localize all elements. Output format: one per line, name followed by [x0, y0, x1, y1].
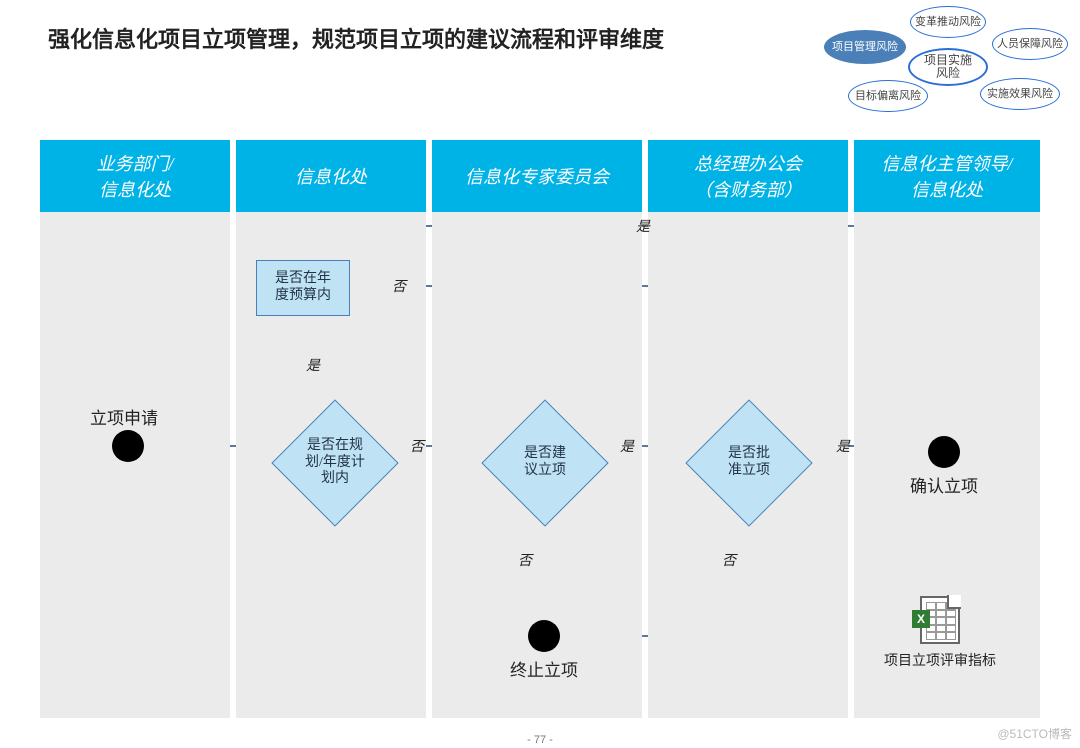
lane-body: [40, 212, 230, 718]
edge-label: 是: [620, 436, 634, 456]
icon-caption: 项目立项评审指标: [880, 650, 1000, 670]
risk-bubble: 项目实施 风险: [908, 48, 988, 86]
swimlane-container: 业务部门/ 信息化处信息化处信息化专家委员会总经理办公会 （含财务部）信息化主管…: [40, 140, 1040, 718]
lane-header: 总经理办公会 （含财务部）: [648, 140, 848, 212]
edge-label: 是: [636, 216, 650, 236]
page-number: - 77 -: [0, 734, 1080, 746]
risk-bubble: 项目管理风险: [824, 30, 906, 64]
decision-node: 是否在年 度预算内: [256, 260, 350, 316]
edge-label: 是: [306, 355, 320, 375]
slide: { "title": "强化信息化项目立项管理，规范项目立项的建议流程和评审维度…: [0, 0, 1080, 748]
edge-label: 否: [518, 550, 532, 570]
lane-header: 信息化主管领导/ 信息化处: [854, 140, 1040, 212]
risk-bubble: 目标偏离风险: [848, 80, 928, 112]
risk-bubble: 变革推动风险: [910, 6, 986, 38]
terminal-node: [528, 620, 560, 652]
start-node: [112, 430, 144, 462]
edge-label: 否: [722, 550, 736, 570]
terminal-label: 确认立项: [910, 472, 978, 497]
terminal-node: [928, 436, 960, 468]
risk-bubble: 人员保障风险: [992, 28, 1068, 60]
start-label: 立项申请: [90, 404, 158, 429]
terminal-label: 终止立项: [510, 656, 578, 681]
edge-label: 是: [836, 436, 850, 456]
slide-title: 强化信息化项目立项管理，规范项目立项的建议流程和评审维度: [48, 22, 800, 57]
lane-header: 信息化专家委员会: [432, 140, 642, 212]
risk-bubble: 实施效果风险: [980, 78, 1060, 110]
lane-header: 信息化处: [236, 140, 426, 212]
lane-header: 业务部门/ 信息化处: [40, 140, 230, 212]
excel-file-icon: X: [920, 596, 960, 644]
watermark: @51CTO博客: [997, 725, 1072, 742]
edge-label: 否: [392, 276, 406, 296]
edge-label: 否: [410, 436, 424, 456]
